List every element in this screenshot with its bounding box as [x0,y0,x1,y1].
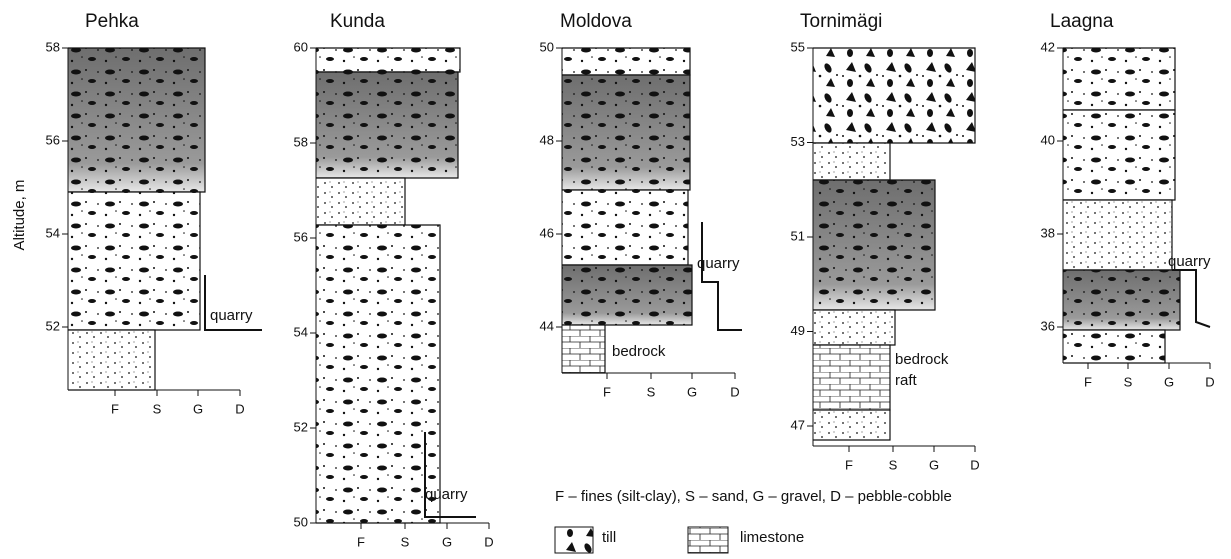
layer [562,75,690,190]
x-tick-label: D [1205,374,1214,389]
annotation: raft [895,372,918,389]
y-tick-label: 58 [46,39,60,54]
x-tick-label: F [357,534,365,549]
x-tick-label: D [235,401,244,416]
x-tick-label: F [845,457,853,472]
layer [316,178,405,225]
layer [813,310,895,345]
layer [1063,110,1175,200]
quarry-marker [702,222,742,330]
annotation: bedrock [612,343,666,360]
annotation: quarry [1168,253,1211,270]
x-tick-label: S [153,401,162,416]
y-tick-label: 51 [791,228,805,243]
x-tick-label: F [1084,374,1092,389]
y-tick-label: 48 [540,132,554,147]
y-tick-label: 46 [540,225,554,240]
y-tick-label: 42 [1041,39,1055,54]
y-tick-label: 58 [294,134,308,149]
figure: Altitude, m F – fines (silt-clay), S – s… [0,0,1231,559]
annotation: bedrock [895,351,949,368]
y-tick-label: 54 [294,324,308,339]
layer [68,48,205,192]
x-tick-label: G [1164,374,1174,389]
layer [562,325,605,373]
layer [316,72,458,178]
layer [1063,270,1180,330]
x-tick-label: F [111,401,119,416]
y-tick-label: 50 [294,514,308,529]
layer [316,225,440,523]
x-tick-label: S [647,384,656,399]
y-tick-label: 56 [46,132,60,147]
column-title: Laagna [1050,11,1114,32]
y-tick-label: 44 [540,318,554,333]
column-title: Pehka [85,11,139,32]
legend-item: till [602,529,616,546]
y-tick-label: 49 [791,323,805,338]
legend-item: limestone [740,529,804,546]
column-title: Kunda [330,11,385,32]
y-tick-label: 53 [791,134,805,149]
y-tick-label: 56 [294,229,308,244]
layer [813,345,890,410]
y-tick-label: 40 [1041,132,1055,147]
x-tick-label: D [484,534,493,549]
layer [813,410,890,440]
y-tick-label: 55 [791,39,805,54]
layer [1063,330,1165,363]
x-tick-label: G [442,534,452,549]
legend-key: F – fines (silt-clay), S – sand, G – gra… [555,488,952,505]
limestone-swatch [688,527,728,553]
y-tick-label: 60 [294,39,308,54]
y-tick-label: 52 [46,318,60,333]
layer [562,265,692,325]
layer [562,48,690,75]
layer [813,180,935,310]
y-tick-label: 52 [294,419,308,434]
layer [1063,200,1172,270]
y-tick-label: 36 [1041,318,1055,333]
y-tick-label: 54 [46,225,60,240]
column-title: Moldova [560,11,632,32]
layer [813,48,975,143]
x-tick-label: G [193,401,203,416]
x-tick-label: G [687,384,697,399]
till-swatch [555,527,593,553]
layer [813,143,890,180]
x-tick-label: D [730,384,739,399]
x-tick-label: S [401,534,410,549]
column-title: Tornimägi [800,11,882,32]
annotation: quarry [425,486,468,503]
y-tick-label: 47 [791,417,805,432]
x-tick-label: S [1124,374,1133,389]
x-tick-label: G [929,457,939,472]
annotation: quarry [210,307,253,324]
layer [1063,48,1175,110]
y-tick-label: 38 [1041,225,1055,240]
x-tick-label: D [970,457,979,472]
layer [316,48,460,72]
layer [68,330,155,390]
annotation: quarry [697,255,740,272]
x-tick-label: F [603,384,611,399]
y-axis-label: Altitude, m [11,180,28,251]
y-tick-label: 50 [540,39,554,54]
layer [562,190,688,265]
x-tick-label: S [889,457,898,472]
layer [68,192,200,330]
